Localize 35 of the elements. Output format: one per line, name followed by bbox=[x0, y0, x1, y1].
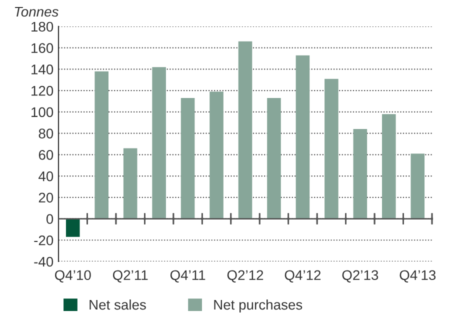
bar bbox=[238, 41, 252, 219]
x-tick-label: Q4’12 bbox=[284, 270, 321, 283]
y-tick-label: 120 bbox=[32, 86, 54, 96]
x-tick-label: Q2’12 bbox=[227, 270, 264, 283]
y-tick-label: 80 bbox=[38, 128, 54, 138]
bar bbox=[267, 98, 281, 219]
bar bbox=[353, 129, 368, 219]
y-tick-label: 40 bbox=[38, 171, 54, 182]
bar bbox=[123, 148, 138, 219]
bar bbox=[410, 154, 425, 219]
y-tick-label: -20 bbox=[34, 235, 54, 246]
y-axis-title: Tonnes bbox=[14, 6, 58, 17]
y-tick-label: 20 bbox=[38, 192, 54, 203]
y-tick-label: 0 bbox=[46, 214, 54, 224]
y-tick-label: -40 bbox=[34, 256, 54, 267]
bar bbox=[66, 218, 80, 237]
y-tick-label: 100 bbox=[32, 107, 54, 118]
bar bbox=[324, 78, 338, 219]
y-tick-label: 60 bbox=[38, 150, 54, 160]
y-tick-label: 180 bbox=[32, 22, 54, 32]
legend-label: Net purchases bbox=[214, 299, 302, 312]
y-tick-label: 140 bbox=[32, 64, 54, 74]
bar bbox=[296, 55, 310, 219]
bar bbox=[382, 114, 396, 219]
x-tick-label: Q2’13 bbox=[342, 270, 378, 283]
legend-label: Net sales bbox=[90, 299, 146, 310]
bar bbox=[180, 98, 195, 219]
x-tick-label: Q4’11 bbox=[170, 270, 206, 283]
bar bbox=[210, 92, 224, 219]
bar bbox=[152, 67, 166, 219]
y-tick-label: 160 bbox=[32, 43, 54, 54]
x-tick-label: Q2’11 bbox=[112, 270, 148, 283]
x-tick-label: Q4’13 bbox=[400, 270, 436, 283]
x-tick-label: Q4’10 bbox=[54, 270, 91, 283]
bar bbox=[94, 71, 108, 219]
